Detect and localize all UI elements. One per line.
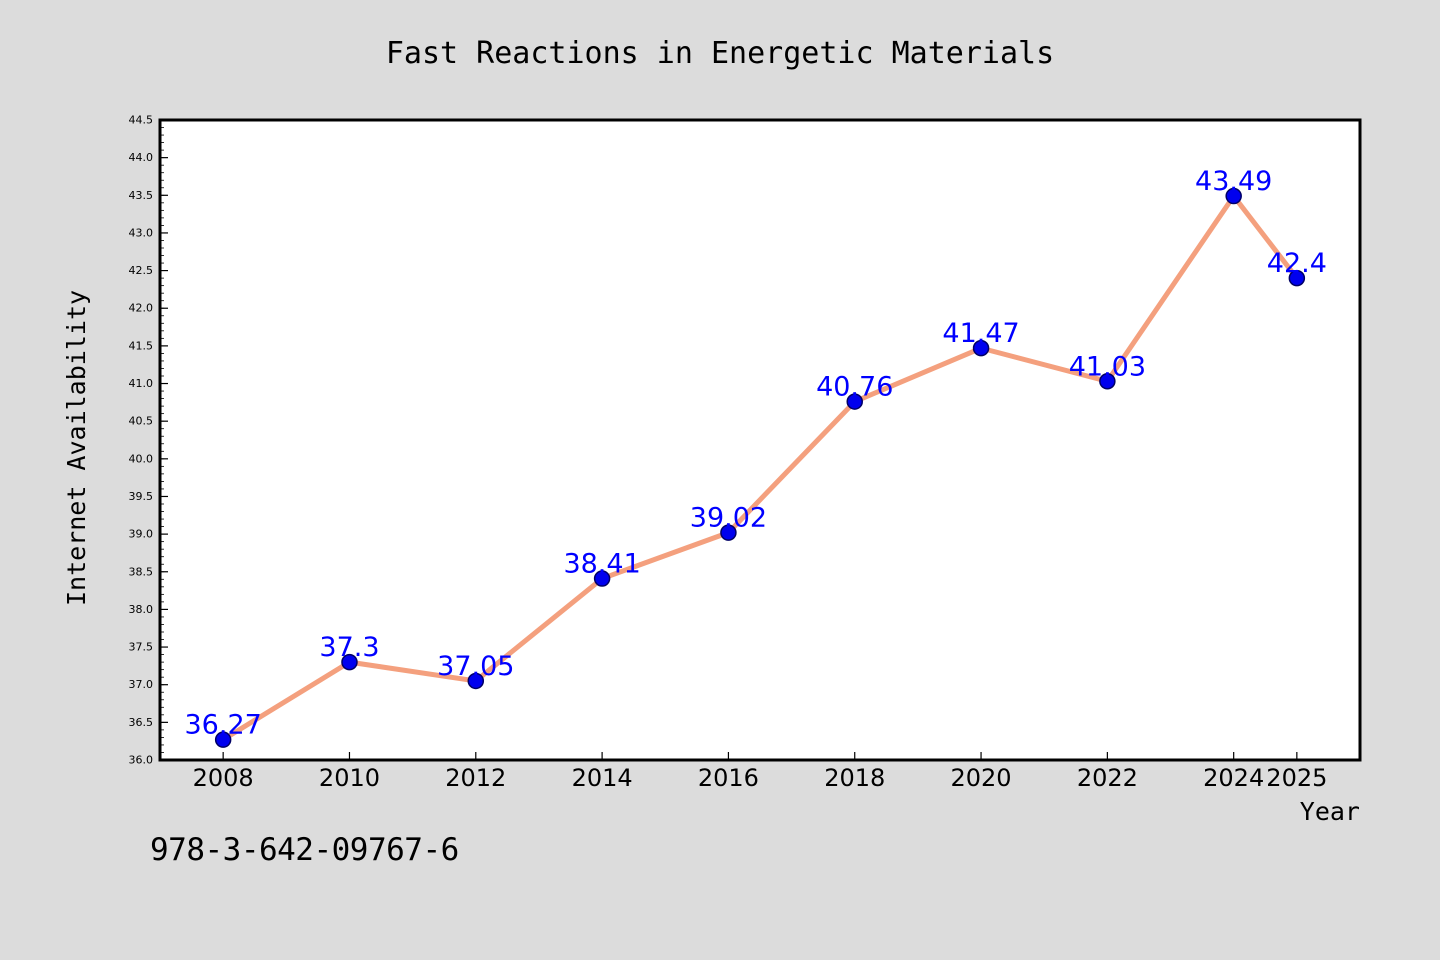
y-axis-label: Internet Availability xyxy=(62,290,91,606)
x-tick-label: 2012 xyxy=(445,764,506,792)
data-point xyxy=(214,731,232,748)
data-point xyxy=(1225,187,1242,205)
data-point xyxy=(1099,373,1116,390)
y-tick-label: 39.5 xyxy=(129,490,154,503)
y-tick-label: 37.0 xyxy=(129,678,154,691)
x-axis: 2008 2010 2012 2014 2016 2018 2020 2022 2024 2025 xyxy=(193,752,1327,792)
data-label: 37.3 xyxy=(319,632,379,663)
data-label: 42.4 xyxy=(1267,248,1327,279)
data-label: 41.47 xyxy=(942,318,1019,349)
data-label: 38.41 xyxy=(563,549,640,580)
data-point xyxy=(972,339,990,357)
data-point xyxy=(1288,269,1306,287)
x-tick-label: 2018 xyxy=(824,764,885,792)
data-point xyxy=(341,653,358,671)
series-polyline xyxy=(221,193,1299,742)
x-tick-label: 2020 xyxy=(951,764,1012,792)
data-point xyxy=(593,570,611,587)
y-tick-label: 43.5 xyxy=(129,189,154,202)
x-tick-label: 2025 xyxy=(1266,764,1327,792)
series-markers xyxy=(214,187,1306,748)
data-label: 43.49 xyxy=(1195,166,1272,197)
x-tick-label: 2008 xyxy=(193,764,254,792)
data-point xyxy=(467,672,485,690)
y-tick-label: 39.0 xyxy=(129,528,154,541)
x-tick-label: 2014 xyxy=(572,764,633,792)
data-point xyxy=(720,524,737,541)
y-tick-label: 42.5 xyxy=(129,264,154,277)
y-axis: 36.0 36.5 37.0 37.5 38.0 38.5 39.0 39.5 40.0 40.5… xyxy=(129,114,168,767)
data-label: 40.76 xyxy=(816,372,893,403)
y-tick-label: 41.5 xyxy=(129,339,154,352)
y-tick-label: 42.0 xyxy=(129,302,154,315)
y-tick-label: 36.5 xyxy=(129,716,154,729)
y-tick-label: 37.5 xyxy=(129,641,154,654)
y-tick-label: 38.0 xyxy=(129,603,154,616)
chart-title: Fast Reactions in Energetic Materials xyxy=(386,36,1054,71)
x-axis-label: Year xyxy=(1300,797,1360,826)
plot-area xyxy=(158,118,1362,762)
data-label: 36.27 xyxy=(185,710,262,741)
data-labels: 36.27 37.3 37.05 38.41 39.02 40.76 41.47 41.03 4… xyxy=(185,166,1327,741)
data-label: 41.03 xyxy=(1069,351,1146,382)
y-tick-label: 44.0 xyxy=(129,151,154,164)
x-tick-label: 2022 xyxy=(1077,764,1138,792)
y-tick-label: 40.0 xyxy=(129,452,154,465)
y-tick-label: 36.0 xyxy=(129,754,154,767)
data-label: 37.05 xyxy=(437,651,514,682)
y-tick-label: 44.5 xyxy=(129,114,154,127)
data-point xyxy=(846,393,863,410)
y-tick-label: 38.5 xyxy=(129,565,154,578)
data-label: 39.02 xyxy=(690,503,767,534)
series-line xyxy=(221,193,1299,742)
x-tick-label: 2016 xyxy=(698,764,759,792)
isbn-label: 978-3-642-09767-6 xyxy=(150,832,459,868)
x-tick-label: 2024 xyxy=(1203,764,1264,792)
x-tick-label: 2010 xyxy=(319,764,380,792)
y-tick-label: 43.0 xyxy=(129,226,154,239)
y-tick-label: 41.0 xyxy=(129,377,154,390)
y-tick-label: 40.5 xyxy=(129,415,154,428)
